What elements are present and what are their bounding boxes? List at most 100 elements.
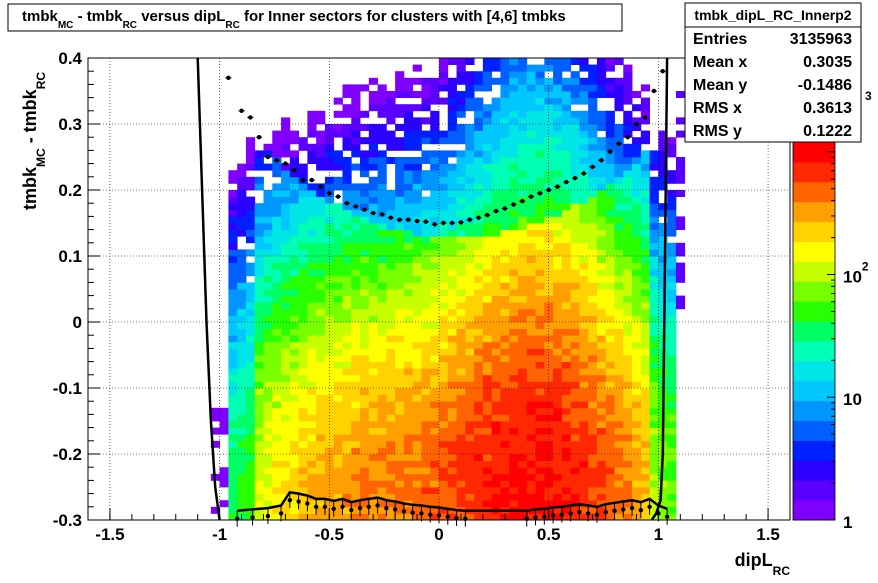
heatmap-cell — [342, 183, 352, 191]
heatmap-cell — [307, 460, 317, 468]
heatmap-cell — [553, 249, 563, 257]
heatmap-cell — [535, 341, 545, 349]
heatmap-cell — [553, 236, 563, 244]
heatmap-cell — [614, 493, 624, 501]
heatmap-cell — [544, 203, 554, 211]
heatmap-cell — [228, 196, 238, 204]
heatmap-cell — [500, 341, 510, 349]
heatmap-cell — [228, 454, 238, 461]
heatmap-cell — [386, 368, 396, 376]
heatmap-cell — [465, 170, 475, 178]
heatmap-cell — [526, 97, 536, 105]
heatmap-cell — [640, 322, 651, 329]
heatmap-cell — [579, 209, 589, 217]
heatmap-cell — [447, 388, 457, 395]
heatmap-cell — [272, 341, 282, 349]
heatmap-cell — [535, 289, 545, 296]
x-axis-title: dipLRC — [735, 550, 791, 578]
heatmap-cell — [517, 58, 528, 65]
heatmap-cell — [535, 295, 545, 303]
heatmap-cell — [368, 97, 378, 105]
heatmap-cell — [553, 401, 563, 409]
heatmap-cell — [517, 381, 528, 389]
heatmap-cell — [632, 203, 642, 211]
heatmap-cell — [447, 176, 457, 184]
heatmap-cell — [245, 150, 256, 158]
heatmap-cell — [456, 447, 466, 455]
heatmap-cell — [491, 216, 501, 224]
heatmap-cell — [237, 368, 247, 376]
heatmap-cell — [368, 473, 378, 481]
heatmap-cell — [667, 308, 677, 316]
heatmap-cell — [263, 454, 273, 461]
heatmap-cell — [447, 170, 457, 178]
heatmap-cell — [675, 249, 686, 257]
heatmap-cell — [447, 150, 457, 158]
heatmap-cell — [403, 374, 414, 382]
heatmap-cell — [667, 302, 677, 310]
heatmap-cell — [561, 355, 572, 362]
heatmap-cell — [412, 460, 422, 468]
heatmap-cell — [482, 460, 493, 468]
heatmap-cell — [430, 183, 440, 191]
heatmap-cell — [342, 104, 352, 112]
heatmap-cell — [254, 203, 264, 211]
heatmap-cell — [649, 275, 659, 283]
heatmap-cell — [535, 394, 545, 402]
heatmap-cell — [228, 242, 238, 250]
heatmap-cell — [605, 91, 615, 98]
heatmap-cell — [403, 315, 414, 323]
heatmap-cell — [316, 137, 326, 145]
heatmap-cell — [403, 407, 414, 415]
heatmap-cell — [228, 414, 238, 422]
heatmap-cell — [377, 190, 387, 197]
heatmap-cell — [447, 414, 457, 422]
heatmap-cell — [465, 190, 475, 197]
heatmap-cell — [421, 414, 431, 422]
heatmap-cell — [474, 388, 484, 395]
heatmap-cell — [561, 308, 572, 316]
heatmap-cell — [307, 440, 317, 448]
heatmap-cell — [272, 269, 282, 277]
heatmap-cell — [439, 84, 449, 92]
heatmap-cell — [324, 460, 335, 468]
heatmap-cell — [403, 77, 414, 85]
heatmap-cell — [228, 513, 238, 521]
heatmap-cell — [632, 176, 642, 184]
heatmap-cell — [421, 454, 431, 461]
heatmap-cell — [570, 401, 580, 409]
heatmap-cell — [377, 236, 387, 244]
heatmap-cell — [535, 104, 545, 112]
heatmap-cell — [447, 401, 457, 409]
heatmap-cell — [658, 203, 668, 211]
heatmap-cell — [579, 216, 589, 224]
heatmap-cell — [667, 170, 677, 178]
heatmap-cell — [228, 341, 238, 349]
heatmap-cell — [316, 361, 326, 369]
heatmap-cell — [307, 229, 317, 237]
heatmap-cell — [675, 157, 686, 164]
heatmap-cell — [307, 150, 317, 158]
heatmap-cell — [421, 440, 431, 448]
heatmap-cell — [500, 84, 510, 92]
heatmap-cell — [570, 110, 580, 118]
heatmap-cell — [298, 460, 308, 468]
heatmap-cell — [640, 130, 651, 138]
heatmap-cell — [517, 262, 528, 270]
heatmap-cell — [491, 110, 501, 118]
heatmap-cell — [500, 143, 510, 151]
heatmap-cell — [526, 203, 536, 211]
heatmap-cell — [324, 447, 335, 455]
heatmap-cell — [272, 355, 282, 362]
heatmap-cell — [640, 434, 651, 442]
heatmap-cell — [439, 480, 449, 488]
heatmap-cell — [596, 308, 607, 316]
heatmap-cell — [570, 137, 580, 145]
heatmap-cell — [605, 196, 615, 204]
heatmap-cell — [403, 335, 414, 343]
heatmap-cell — [526, 183, 536, 191]
heatmap-cell — [412, 308, 422, 316]
heatmap-cell — [403, 480, 414, 488]
heatmap-cell — [474, 302, 484, 310]
heatmap-cell — [289, 176, 300, 184]
